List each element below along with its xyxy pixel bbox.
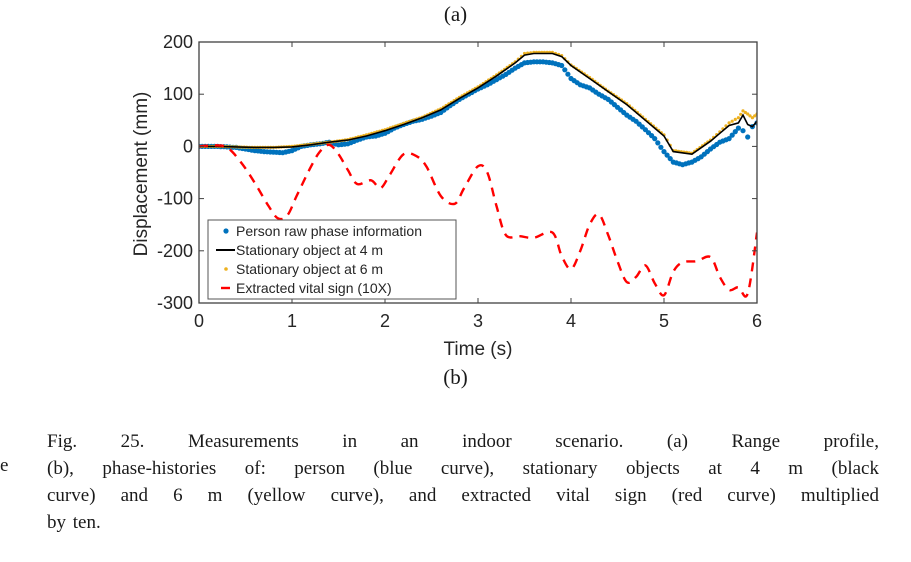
y-tick-label: -300 xyxy=(157,293,193,313)
x-tick-label: 4 xyxy=(566,311,576,331)
series-extracted-vital-sign-10x xyxy=(199,143,757,298)
stray-text-fragment: e xyxy=(0,455,9,476)
y-axis-label: Displacement (mm) xyxy=(131,92,152,257)
figure-caption: Fig. 25. Measurements in an indoor scena… xyxy=(47,428,879,536)
x-axis-label: Time (s) xyxy=(444,339,513,360)
data-point xyxy=(730,119,734,123)
data-point xyxy=(655,140,661,146)
legend-item: Stationary object at 4 m xyxy=(216,242,383,258)
data-point xyxy=(745,134,751,140)
data-point xyxy=(729,132,735,138)
data-point xyxy=(748,114,752,118)
plot-area xyxy=(199,50,757,298)
legend-marker xyxy=(224,267,228,271)
data-point xyxy=(743,110,748,115)
x-tick-label: 5 xyxy=(659,311,669,331)
x-tick-label: 6 xyxy=(752,311,762,331)
data-point xyxy=(739,112,743,116)
legend-item: Extracted vital sign (10X) xyxy=(221,280,392,296)
y-tick-label: 100 xyxy=(163,84,193,104)
caption-line-4: by ten. xyxy=(47,512,101,533)
x-tick-label: 2 xyxy=(380,311,390,331)
subfigure-label-a: (a) xyxy=(443,2,468,26)
caption-line-1: Fig. 25. Measurements in an indoor scena… xyxy=(47,431,879,452)
data-point xyxy=(726,136,732,142)
y-tick-label: 200 xyxy=(163,32,193,52)
x-tick-label: 1 xyxy=(287,311,297,331)
legend-label: Person raw phase information xyxy=(236,223,422,239)
data-point xyxy=(741,109,745,113)
data-point xyxy=(750,116,755,120)
x-tick-label: 0 xyxy=(194,311,204,331)
data-point xyxy=(661,149,667,155)
axes: 0 1 2 3 4 5 6 -300 -200 -100 0 100 200 xyxy=(157,32,762,331)
data-point xyxy=(733,117,737,121)
legend-label: Stationary object at 4 m xyxy=(236,242,383,258)
legend-item: Stationary object at 6 m xyxy=(224,261,383,277)
data-point xyxy=(667,156,673,162)
caption-line-3: curve) and 6 m (yellow curve), and extra… xyxy=(47,485,879,506)
legend-label: Stationary object at 6 m xyxy=(236,261,383,277)
series-group xyxy=(199,50,757,298)
legend-box xyxy=(207,219,457,300)
legend: Person raw phase information Stationary o… xyxy=(207,219,457,300)
series-stationary-object-at-6-m xyxy=(199,50,757,155)
subfigure-label-b: (b) xyxy=(443,365,468,389)
y-tick-label: -200 xyxy=(157,241,193,261)
legend-label: Extracted vital sign (10X) xyxy=(236,280,392,296)
series-line xyxy=(199,143,757,298)
legend-marker xyxy=(223,228,229,234)
data-point xyxy=(559,62,565,69)
data-point xyxy=(740,128,746,134)
data-point xyxy=(562,67,568,73)
data-point xyxy=(736,116,741,120)
data-point xyxy=(652,136,658,142)
data-point xyxy=(746,112,750,116)
x-tick-label: 3 xyxy=(473,311,483,331)
series-line xyxy=(199,52,757,156)
data-point xyxy=(732,129,738,135)
data-point xyxy=(565,71,571,77)
chart: 0 1 2 3 4 5 6 -300 -200 -100 0 100 200 Displacement … xyxy=(131,32,762,360)
data-point xyxy=(727,121,731,125)
y-tick-label: 0 xyxy=(183,136,193,156)
caption-line-2: (b), phase-histories of: person (blue cu… xyxy=(47,458,879,479)
data-point xyxy=(753,114,757,118)
data-point xyxy=(664,152,670,158)
data-point xyxy=(735,125,742,131)
series-stationary-object-at-4-m xyxy=(199,52,757,156)
legend-item: Person raw phase information xyxy=(223,223,422,239)
y-tick-label: -100 xyxy=(157,189,193,209)
data-point xyxy=(658,144,664,150)
